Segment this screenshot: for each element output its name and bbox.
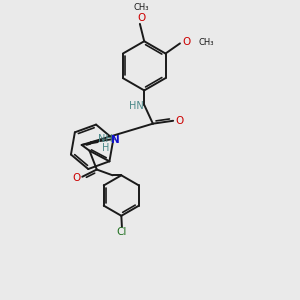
Text: NH: NH [98,134,113,144]
Text: O: O [176,116,184,126]
Text: Cl: Cl [117,227,127,237]
Text: O: O [72,173,81,183]
Text: N: N [111,135,120,145]
Text: CH₃: CH₃ [199,38,214,47]
Text: HN: HN [129,101,143,111]
Text: H: H [102,143,110,153]
Text: O: O [137,13,145,22]
Text: CH₃: CH₃ [133,3,149,12]
Text: O: O [182,37,190,47]
